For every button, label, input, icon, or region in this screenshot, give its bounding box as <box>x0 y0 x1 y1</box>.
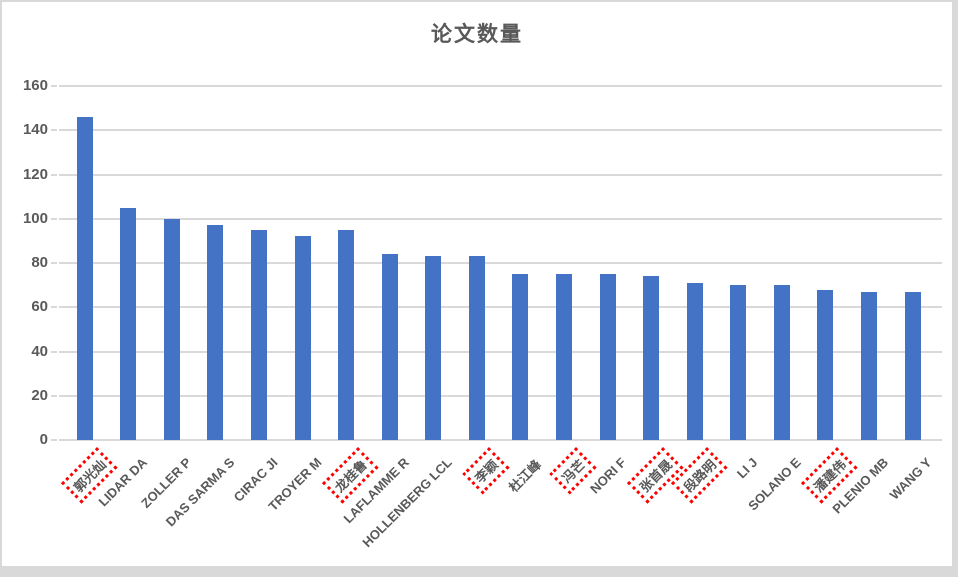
y-tick-mark <box>51 306 57 309</box>
y-axis-label: 160 <box>22 77 48 94</box>
x-axis-label: NORI F <box>587 454 630 497</box>
y-axis-label: 100 <box>22 209 48 227</box>
x-axis-label-highlighted: 张首晟 <box>627 447 684 504</box>
bar[interactable] <box>512 274 529 440</box>
gridline <box>59 350 942 353</box>
gridline <box>59 262 942 264</box>
bar[interactable] <box>381 254 398 440</box>
bar[interactable] <box>468 256 485 440</box>
bar[interactable] <box>163 218 180 440</box>
bar[interactable] <box>120 207 137 440</box>
chart-title: 论文数量 <box>431 23 523 46</box>
y-tick-mark <box>51 350 57 353</box>
y-tick-mark <box>51 394 57 397</box>
plot-area <box>51 85 942 441</box>
gridline <box>59 306 942 309</box>
y-tick-mark <box>51 173 57 176</box>
gridline <box>59 439 942 441</box>
bar[interactable] <box>338 229 355 440</box>
bar[interactable] <box>294 236 311 440</box>
y-tick-mark <box>51 262 57 264</box>
y-axis-label: 60 <box>31 298 48 316</box>
gridline <box>59 217 942 220</box>
bar[interactable] <box>555 274 572 440</box>
bar[interactable] <box>207 225 224 440</box>
bar[interactable] <box>599 274 616 440</box>
bar[interactable] <box>773 285 790 440</box>
gridline <box>59 85 942 87</box>
bar[interactable] <box>686 282 703 440</box>
bar[interactable] <box>425 256 442 440</box>
y-axis-label: 80 <box>31 254 48 271</box>
bottom-edge-strip <box>0 570 958 577</box>
x-axis-label-highlighted: 段路明 <box>670 447 728 504</box>
bar[interactable] <box>250 229 267 440</box>
y-tick-mark <box>51 85 57 87</box>
y-axis-label: 20 <box>31 386 48 404</box>
y-tick-mark <box>51 217 57 220</box>
bar[interactable] <box>730 285 747 440</box>
y-axis-label: 40 <box>31 342 48 360</box>
y-axis-label: 120 <box>22 165 48 183</box>
bar[interactable] <box>860 291 877 440</box>
bar[interactable] <box>904 291 921 440</box>
gridline <box>59 394 942 397</box>
gridline <box>59 173 942 176</box>
bar[interactable] <box>76 116 93 440</box>
y-tick-mark <box>51 439 57 441</box>
gridline <box>59 129 942 132</box>
x-axis-label: 杜江峰 <box>506 456 545 496</box>
y-tick-mark <box>51 129 57 132</box>
bar[interactable] <box>817 289 834 440</box>
y-axis-label: 0 <box>39 431 48 448</box>
bar[interactable] <box>643 276 660 440</box>
y-axis-label: 140 <box>22 121 48 139</box>
